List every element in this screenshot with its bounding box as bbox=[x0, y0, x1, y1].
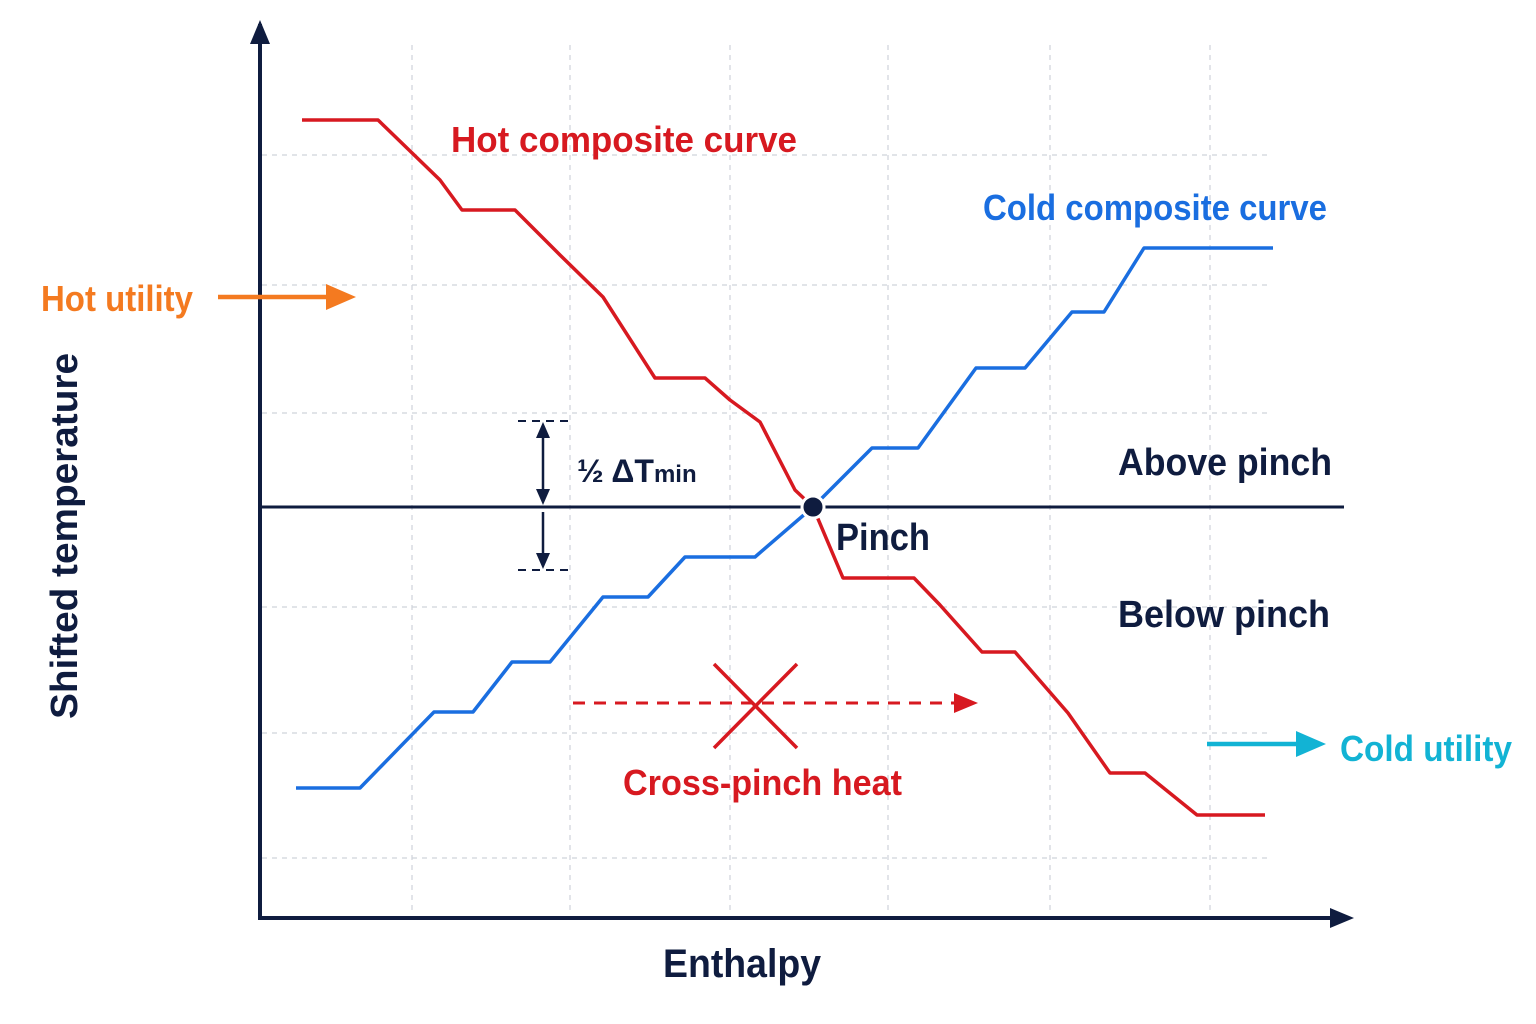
cold-curve-label: Cold composite curve bbox=[983, 187, 1327, 228]
dtmin-label: ½ ΔTmin bbox=[577, 453, 697, 489]
dtmin-indicator bbox=[518, 420, 572, 571]
forbidden-x-icon bbox=[712, 662, 799, 750]
grid bbox=[262, 45, 1270, 910]
cold-composite-curve bbox=[296, 246, 1273, 790]
x-axis-arrowhead bbox=[1330, 908, 1354, 928]
hot-utility-arrow bbox=[218, 284, 356, 310]
x-axis-label: Enthalpy bbox=[663, 942, 822, 986]
cold-utility-arrow bbox=[1207, 731, 1326, 757]
dtmin-label-main: ½ ΔT bbox=[577, 453, 654, 489]
above-pinch-label: Above pinch bbox=[1118, 442, 1332, 484]
cross-pinch-arrow bbox=[573, 693, 978, 713]
hot-utility-label: Hot utility bbox=[41, 278, 193, 319]
y-axis-label: Shifted temperature bbox=[44, 353, 86, 719]
dtmin-label-subscript: min bbox=[654, 461, 697, 488]
pinch-label: Pinch bbox=[836, 517, 930, 559]
hot-composite-curve bbox=[302, 118, 1265, 817]
y-axis-arrowhead bbox=[250, 20, 270, 44]
cold-utility-label: Cold utility bbox=[1340, 728, 1512, 769]
cross-pinch-label: Cross-pinch heat bbox=[623, 762, 902, 803]
hot-curve-label: Hot composite curve bbox=[451, 119, 797, 160]
below-pinch-label: Below pinch bbox=[1118, 594, 1330, 636]
pinch-point bbox=[800, 494, 826, 520]
